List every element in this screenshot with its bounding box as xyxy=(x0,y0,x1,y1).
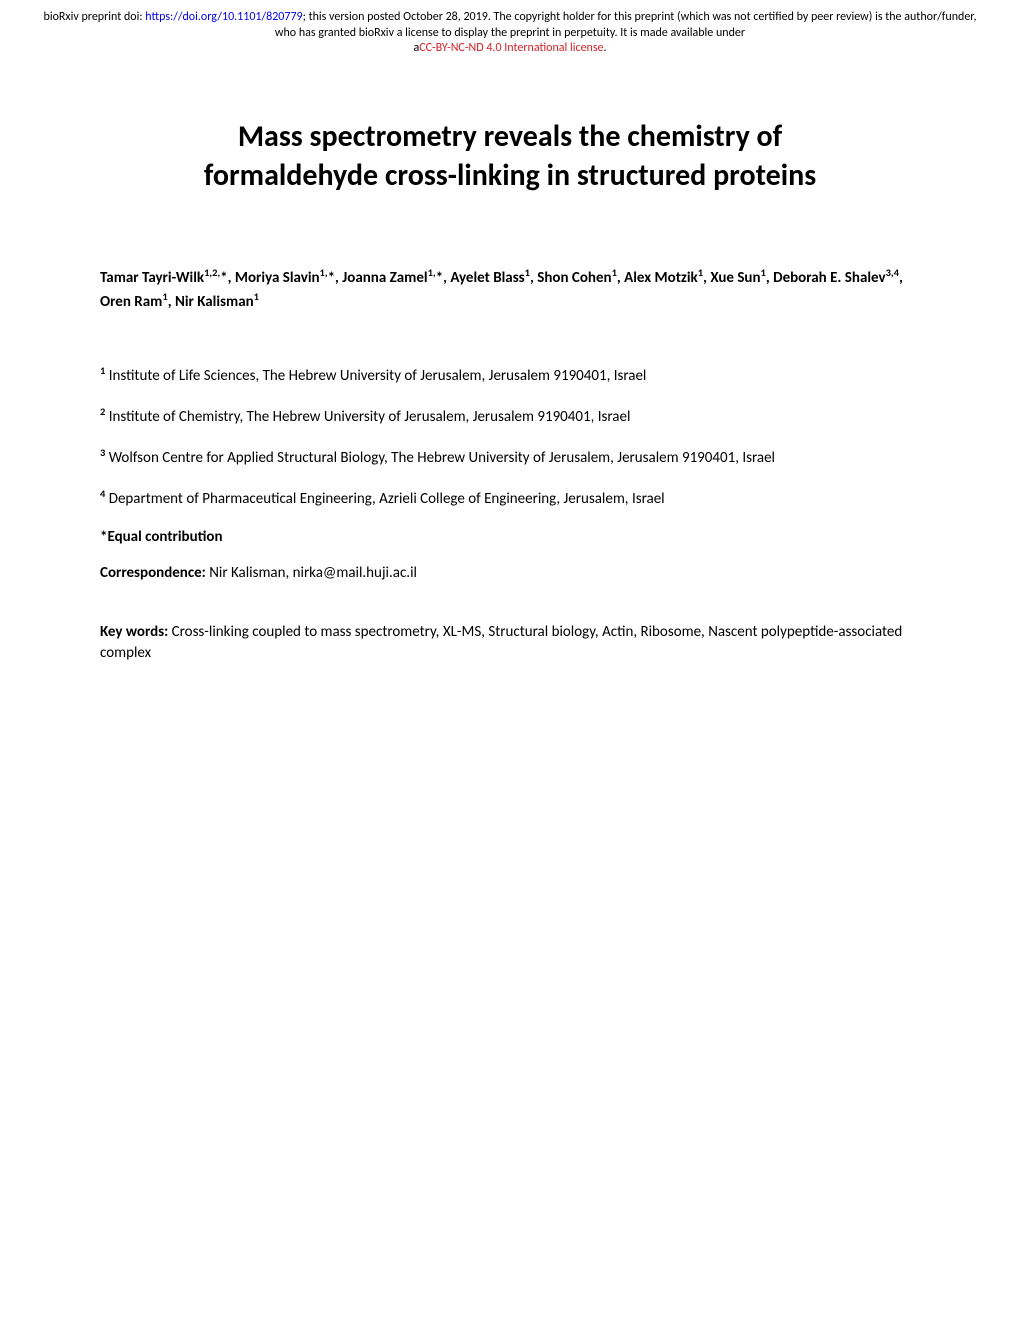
content: Mass spectrometry reveals the chemistry … xyxy=(0,57,1020,704)
affiliation-3: 3 Wolfson Centre for Applied Structural … xyxy=(100,446,920,469)
affil-text-1: Institute of Life Sciences, The Hebrew U… xyxy=(105,367,646,385)
preprint-header: bioRxiv preprint doi: https://doi.org/10… xyxy=(0,0,1020,57)
title-line2: formaldehyde cross-linking in structured… xyxy=(204,157,816,194)
affiliation-4: 4 Department of Pharmaceutical Engineeri… xyxy=(100,487,920,510)
license-link[interactable]: CC-BY-NC-ND 4.0 International license xyxy=(419,41,603,55)
correspondence-label: Correspondence: xyxy=(100,564,209,582)
doi-link[interactable]: https://doi.org/10.1101/820779 xyxy=(145,10,302,24)
affil-text-4: Department of Pharmaceutical Engineering… xyxy=(105,490,664,508)
paper-title: Mass spectrometry reveals the chemistry … xyxy=(100,117,920,195)
affil-text-3: Wolfson Centre for Applied Structural Bi… xyxy=(105,449,775,467)
correspondence: Correspondence: Nir Kalisman, nirka@mail… xyxy=(100,564,920,582)
affil-text-2: Institute of Chemistry, The Hebrew Unive… xyxy=(105,408,630,426)
header-post-doi: ; this version posted October 28, 2019. … xyxy=(275,10,977,40)
equal-contribution: *Equal contribution xyxy=(100,528,920,546)
header-suffix: . xyxy=(604,41,607,55)
keywords-text: Cross-linking coupled to mass spectromet… xyxy=(100,623,902,662)
keywords-label: Key words: xyxy=(100,623,172,641)
title-line1: Mass spectrometry reveals the chemistry … xyxy=(238,118,782,155)
affiliation-1: 1 Institute of Life Sciences, The Hebrew… xyxy=(100,364,920,387)
affiliation-2: 2 Institute of Chemistry, The Hebrew Uni… xyxy=(100,405,920,428)
keywords: Key words: Cross-linking coupled to mass… xyxy=(100,622,920,664)
correspondence-text: Nir Kalisman, nirka@mail.huji.ac.il xyxy=(209,564,417,582)
authors: Tamar Tayri-Wilk1,2,*, Moriya Slavin1,*,… xyxy=(100,265,920,314)
header-prefix: bioRxiv preprint doi: xyxy=(44,10,146,24)
